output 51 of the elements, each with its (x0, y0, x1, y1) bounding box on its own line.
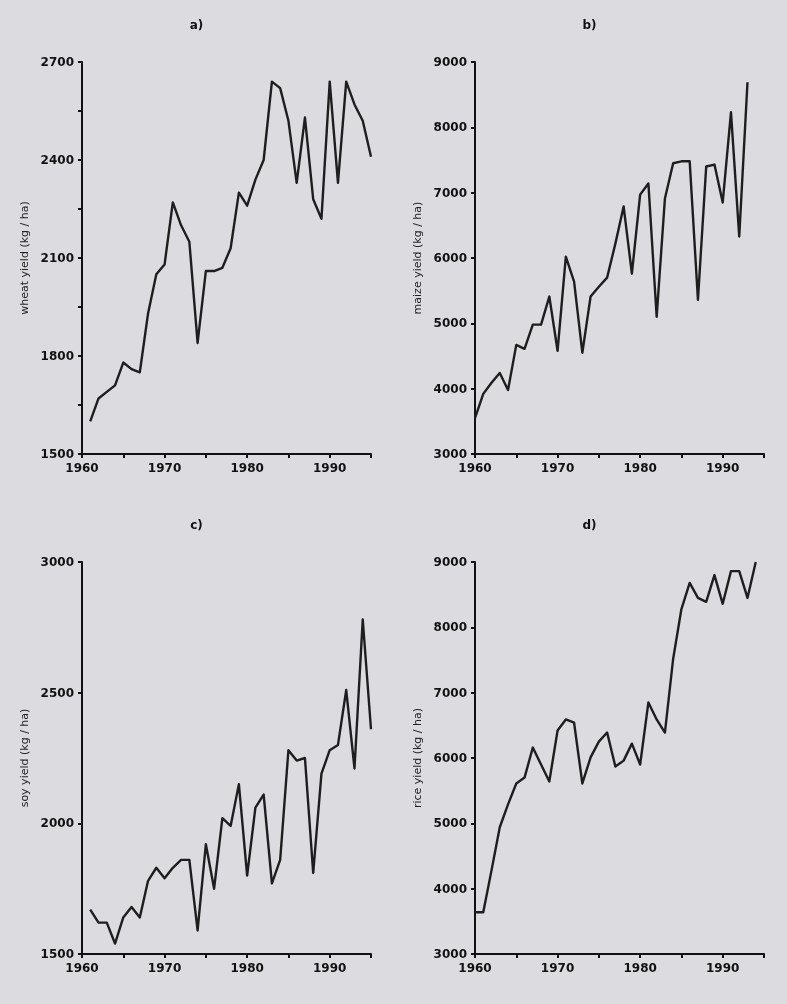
y-tick-label: 9000 (433, 55, 467, 69)
y-tick-label: 4000 (433, 881, 467, 896)
y-tick-label: 2400 (40, 153, 74, 167)
chart-title: d) (582, 518, 597, 532)
y-tick-label: 1500 (40, 447, 74, 461)
x-tick-label: 1970 (147, 461, 182, 475)
y-tick-label: 3000 (40, 555, 74, 569)
line-series (473, 560, 757, 914)
x-tick-label: 1980 (623, 961, 657, 975)
y-tick-label: 5000 (433, 816, 467, 831)
chart-title: b) (582, 18, 597, 32)
x-tick-label: 1970 (147, 961, 182, 975)
y-tick-label: 2500 (40, 685, 74, 700)
x-tick-label: 1970 (540, 461, 575, 475)
x-tick-label: 1980 (623, 461, 657, 475)
y-tick-label: 6000 (433, 251, 467, 265)
y-tick-label: 2700 (40, 55, 74, 69)
y-tick-label: 3000 (433, 447, 467, 461)
line-series (473, 81, 749, 420)
y-tick-label: 4000 (433, 381, 467, 396)
y-tick-label: 5000 (433, 316, 467, 331)
chart-title: a) (189, 18, 204, 32)
y-tick-label: 2100 (40, 251, 74, 265)
x-tick-label: 1980 (230, 961, 264, 975)
line-series (89, 80, 373, 423)
x-tick-label: 1960 (65, 961, 99, 975)
y-axis-title: rice yield (kg / ha) (410, 707, 424, 809)
line-series (89, 618, 373, 945)
y-tick-label: 1500 (40, 947, 74, 961)
y-tick-label: 9000 (433, 555, 467, 569)
y-axis-title: wheat yield (kg / ha) (17, 201, 31, 315)
y-axis-title: maize yield (kg / ha) (410, 201, 424, 315)
y-tick-label: 6000 (433, 751, 467, 765)
x-tick-label: 1990 (313, 461, 347, 475)
x-tick-label: 1960 (458, 461, 492, 475)
chart-title: c) (190, 518, 203, 532)
y-tick-label: 3000 (433, 947, 467, 961)
x-tick-label: 1990 (706, 461, 740, 475)
x-tick-label: 1990 (313, 961, 347, 975)
y-tick-label: 7000 (433, 185, 467, 200)
x-tick-label: 1970 (540, 961, 575, 975)
x-tick-label: 1960 (65, 461, 99, 475)
x-tick-label: 1990 (706, 961, 740, 975)
x-tick-label: 1960 (458, 961, 492, 975)
y-tick-label: 8000 (433, 620, 467, 635)
y-tick-label: 1800 (40, 349, 74, 363)
y-axis-title: soy yield (kg / ha) (17, 708, 31, 808)
y-tick-label: 2000 (40, 816, 74, 831)
x-tick-label: 1980 (230, 461, 264, 475)
y-tick-label: 8000 (433, 120, 467, 135)
y-tick-label: 7000 (433, 685, 467, 700)
